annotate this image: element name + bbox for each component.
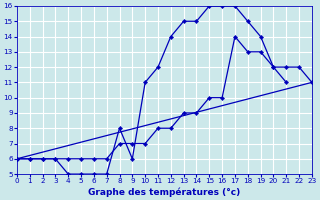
X-axis label: Graphe des températures (°c): Graphe des températures (°c) — [88, 187, 241, 197]
